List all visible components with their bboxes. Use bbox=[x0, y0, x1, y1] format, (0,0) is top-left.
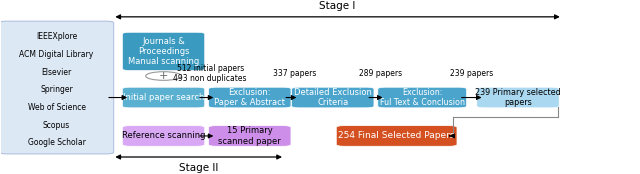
Text: Stage II: Stage II bbox=[179, 163, 218, 173]
Text: ACM Digital Library: ACM Digital Library bbox=[19, 50, 93, 59]
FancyBboxPatch shape bbox=[209, 87, 291, 108]
Text: Reference scanning: Reference scanning bbox=[122, 131, 205, 140]
Text: IEEEXplore: IEEEXplore bbox=[36, 32, 77, 41]
Text: Web of Science: Web of Science bbox=[28, 103, 86, 112]
Text: Springer: Springer bbox=[40, 85, 73, 94]
Text: Scopus: Scopus bbox=[43, 121, 70, 130]
FancyBboxPatch shape bbox=[209, 126, 291, 146]
FancyBboxPatch shape bbox=[122, 32, 205, 70]
FancyBboxPatch shape bbox=[336, 126, 457, 146]
Text: +: + bbox=[159, 71, 168, 81]
Text: Initial paper search: Initial paper search bbox=[123, 93, 204, 102]
Circle shape bbox=[146, 72, 181, 80]
Text: 254 Final Selected Papers: 254 Final Selected Papers bbox=[339, 131, 455, 140]
FancyBboxPatch shape bbox=[378, 87, 467, 108]
Text: Exclusion:
Ful Text & Conclusion: Exclusion: Ful Text & Conclusion bbox=[380, 88, 465, 107]
Text: Google Scholar: Google Scholar bbox=[28, 138, 86, 147]
Text: 15 Primary
scanned paper: 15 Primary scanned paper bbox=[218, 126, 281, 146]
Text: Exclusion:
Paper & Abstract: Exclusion: Paper & Abstract bbox=[214, 88, 285, 107]
Text: Journals &
Proceedings
Manual scanning: Journals & Proceedings Manual scanning bbox=[128, 37, 199, 66]
Text: 239 Primary selected
papers: 239 Primary selected papers bbox=[475, 88, 561, 107]
FancyBboxPatch shape bbox=[477, 87, 559, 108]
Text: 239 papers: 239 papers bbox=[451, 69, 493, 78]
FancyBboxPatch shape bbox=[292, 87, 374, 108]
Text: 289 papers: 289 papers bbox=[359, 69, 402, 78]
FancyBboxPatch shape bbox=[0, 21, 114, 154]
Text: 337 papers: 337 papers bbox=[273, 69, 316, 78]
Text: 512 initial papers
493 non duplicates: 512 initial papers 493 non duplicates bbox=[173, 64, 247, 83]
Text: Detailed Exclusion
Criteria: Detailed Exclusion Criteria bbox=[294, 88, 372, 107]
Text: Elsevier: Elsevier bbox=[42, 68, 72, 77]
Text: Stage I: Stage I bbox=[319, 1, 356, 11]
FancyBboxPatch shape bbox=[122, 126, 205, 146]
FancyBboxPatch shape bbox=[122, 87, 205, 108]
